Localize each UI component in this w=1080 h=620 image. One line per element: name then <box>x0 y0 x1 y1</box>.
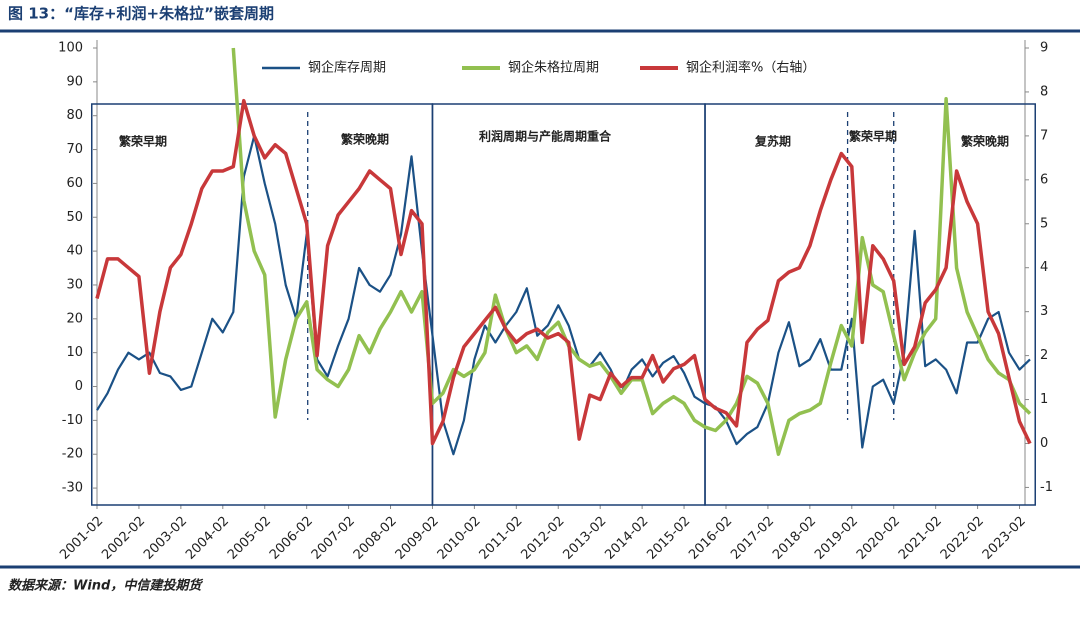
x-tick-label: 2007-02 <box>309 514 358 563</box>
y2-tick-label: 3 <box>1040 304 1048 319</box>
y2-tick-label: 8 <box>1040 84 1048 99</box>
x-tick-label: 2004-02 <box>183 514 232 563</box>
x-tick-label: 2020-02 <box>854 514 903 563</box>
chart-title: 图 13：“库存+利润+朱格拉”嵌套周期 <box>8 5 274 23</box>
y-tick-label: -20 <box>62 447 83 462</box>
x-tick-label: 2006-02 <box>267 514 316 563</box>
annotation: 繁荣晚期 <box>961 134 1009 149</box>
y-tick-label: 70 <box>66 142 83 157</box>
y2-tick-label: 5 <box>1040 216 1048 231</box>
y-tick-label: 50 <box>66 210 83 225</box>
annotation: 复苏期 <box>754 134 791 149</box>
legend-label: 钢企利润率%（右轴） <box>686 60 815 76</box>
y2-tick-label: 1 <box>1040 392 1048 407</box>
annotation: 繁荣晚期 <box>341 132 389 147</box>
legend-label: 钢企库存周期 <box>308 60 386 76</box>
y-tick-label: 60 <box>66 176 83 191</box>
y2-tick-label: 0 <box>1040 436 1048 451</box>
y2-tick-label: -1 <box>1040 480 1053 495</box>
period-box <box>704 103 1036 506</box>
y2-tick-label: 4 <box>1040 260 1048 275</box>
x-tick-label: 2003-02 <box>141 514 190 563</box>
y-tick-label: 10 <box>66 345 83 360</box>
x-tick-label: 2016-02 <box>686 514 735 563</box>
x-tick-label: 2013-02 <box>560 514 609 563</box>
y-tick-label: 90 <box>66 74 83 89</box>
y2-tick-label: 7 <box>1040 128 1048 143</box>
y-tick-label: -30 <box>62 481 83 496</box>
x-tick-label: 2008-02 <box>351 514 400 563</box>
x-tick-label: 2017-02 <box>728 514 777 563</box>
y-tick-label: 0 <box>75 379 83 394</box>
series-line <box>96 134 1031 456</box>
series-line <box>231 47 1032 456</box>
y2-tick-label: 6 <box>1040 172 1048 187</box>
x-tick-label: 2009-02 <box>393 514 442 563</box>
period-box <box>431 103 706 506</box>
annotation: 繁荣早期 <box>119 134 167 149</box>
x-tick-label: 2005-02 <box>225 514 274 563</box>
x-tick-label: 2011-02 <box>477 514 526 563</box>
x-tick-label: 2010-02 <box>435 514 484 563</box>
y2-tick-label: 2 <box>1040 348 1048 363</box>
x-tick-label: 2019-02 <box>812 514 861 563</box>
x-tick-label: 2014-02 <box>602 514 651 563</box>
annotation: 繁荣早期 <box>849 129 897 144</box>
y-tick-label: 30 <box>66 277 83 292</box>
x-tick-label: 2015-02 <box>644 514 693 563</box>
y-tick-label: 80 <box>66 108 83 123</box>
y-tick-label: 100 <box>58 41 83 56</box>
x-tick-label: 2001-02 <box>57 514 106 563</box>
y-tick-label: 20 <box>66 311 83 326</box>
x-tick-label: 2022-02 <box>938 514 987 563</box>
y2-tick-label: 9 <box>1040 41 1048 56</box>
x-tick-label: 2012-02 <box>519 514 568 563</box>
x-tick-label: 2018-02 <box>770 514 819 563</box>
y-tick-label: 40 <box>66 244 83 259</box>
legend-label: 钢企朱格拉周期 <box>508 60 599 76</box>
x-tick-label: 2021-02 <box>896 514 945 563</box>
annotation: 利润周期与产能周期重合 <box>479 129 612 144</box>
x-tick-label: 2002-02 <box>99 514 148 563</box>
y-tick-label: -10 <box>62 413 83 428</box>
x-tick-label: 2023-02 <box>980 514 1029 563</box>
series-line <box>95 98 1032 446</box>
source: 数据来源：Wind，中信建投期货 <box>8 578 203 594</box>
